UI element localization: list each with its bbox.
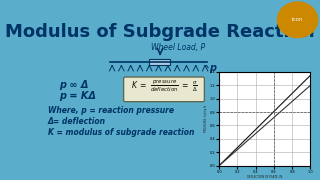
FancyBboxPatch shape <box>124 77 204 102</box>
Text: p: p <box>209 63 216 73</box>
Y-axis label: PRESSURE, kip/sq ft: PRESSURE, kip/sq ft <box>204 105 208 132</box>
Text: $K\ =\ \frac{pressure}{deflection}\ =\ \frac{\sigma}{\Delta}$: $K\ =\ \frac{pressure}{deflection}\ =\ \… <box>131 77 197 94</box>
Text: K = modulus of subgrade reaction: K = modulus of subgrade reaction <box>48 128 194 137</box>
X-axis label: DEFLECTION OF PLATE, IN.: DEFLECTION OF PLATE, IN. <box>247 175 283 179</box>
Text: Wheel Load, P: Wheel Load, P <box>151 43 205 52</box>
Text: Modulus of Subgrade Reaction: Modulus of Subgrade Reaction <box>5 23 315 41</box>
Text: icon: icon <box>292 17 303 22</box>
Text: p = KΔ: p = KΔ <box>60 91 96 100</box>
Text: p ∞ Δ: p ∞ Δ <box>60 80 89 90</box>
Circle shape <box>277 2 318 38</box>
Text: Where, p = reaction pressure: Where, p = reaction pressure <box>48 106 174 115</box>
Bar <box>148 59 170 65</box>
Text: Δ= deflection: Δ= deflection <box>48 117 106 126</box>
